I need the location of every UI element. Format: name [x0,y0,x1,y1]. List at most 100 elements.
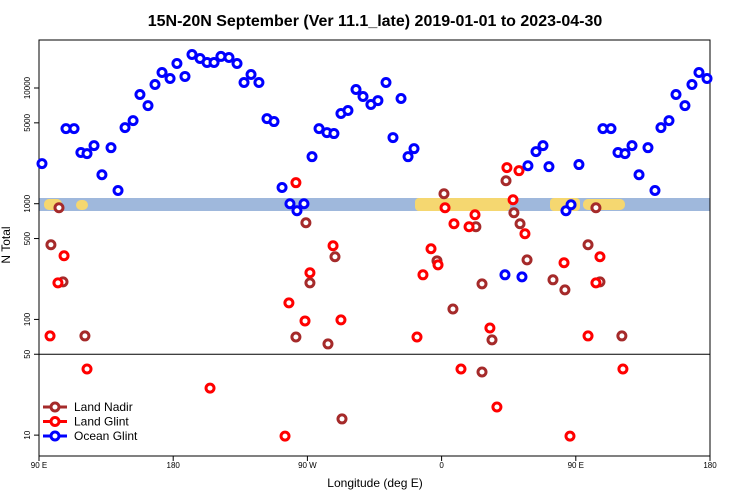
point [290,177,302,189]
legend-label: Land Glint [74,415,129,429]
x-axis-label: Longitude (deg E) [327,476,422,490]
point [417,269,429,281]
point [573,159,585,171]
point [408,143,420,155]
point [559,284,571,296]
point [500,175,512,187]
point [336,413,348,425]
point [486,334,498,346]
point [582,330,594,342]
point [463,221,475,233]
y-tick-label: 10 [23,430,32,439]
point [142,100,154,112]
point [411,331,423,343]
point [395,93,407,105]
point [564,430,576,442]
point [455,363,467,375]
point [582,239,594,251]
point [68,123,80,135]
point [238,76,250,88]
point [617,363,629,375]
point [605,123,617,135]
point [547,274,559,286]
point [501,162,513,174]
point [507,194,519,206]
plot-frame [38,39,711,457]
chart-title: 15N-20N September (Ver 11.1_late) 2019-0… [148,13,603,30]
y-tick-label: 5000 [23,113,32,131]
point [156,66,168,78]
series-0 [45,175,628,425]
point [686,79,698,91]
point [372,95,384,107]
point [590,277,602,289]
point [44,330,56,342]
point [313,123,325,135]
legend-marker [49,416,61,427]
point [633,169,645,181]
series-1 [44,162,629,442]
point [179,70,191,82]
point [327,240,339,252]
point [516,271,528,283]
point [88,140,100,152]
point [279,430,291,442]
land-ocean-strip [39,198,710,211]
point [626,140,638,152]
point [36,158,48,170]
land-patch [415,198,510,211]
point [329,251,341,263]
point [616,330,628,342]
point [268,116,280,128]
point [543,161,555,173]
point [290,331,302,343]
point [350,84,362,96]
point [432,259,444,271]
point [300,217,312,229]
point [679,100,691,112]
y-tick-label: 50 [23,349,32,358]
point [81,148,93,160]
point [245,69,257,81]
point [701,73,713,85]
point [284,198,296,210]
ocean-strip [39,198,710,211]
point [537,140,549,152]
point [530,146,542,158]
point [439,202,451,214]
point [558,257,570,269]
point [81,363,93,375]
point [693,66,705,78]
point [438,188,450,200]
point [304,277,316,289]
point [357,91,369,103]
point [79,330,91,342]
point [322,338,334,350]
point [514,218,526,230]
point [342,105,354,117]
point [96,169,108,181]
point [642,142,654,154]
point [204,382,216,394]
point [663,115,675,127]
point [171,57,183,69]
point [164,73,176,85]
point [448,218,460,230]
y-tick-label: 500 [23,231,32,245]
point [223,51,235,63]
point [425,243,437,255]
point [119,122,131,134]
series-2 [36,48,713,283]
point [52,277,64,289]
y-axis-label: N Total [0,226,13,263]
point [127,115,139,127]
point [112,185,124,197]
point [484,322,496,334]
point [387,132,399,144]
point [306,151,318,163]
point [402,151,414,163]
point [231,57,243,69]
point [508,207,520,219]
